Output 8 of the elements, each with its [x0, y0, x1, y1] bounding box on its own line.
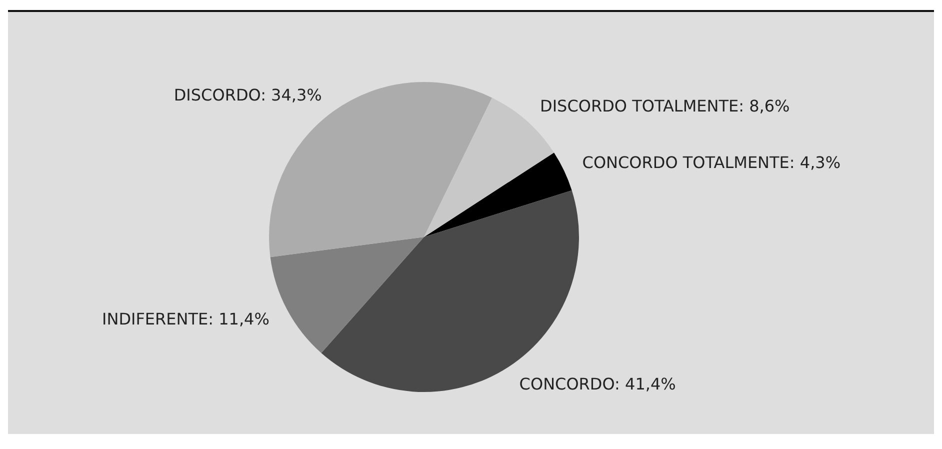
pie-slice	[269, 82, 492, 258]
slice-label: DISCORDO TOTALMENTE: 8,6%	[540, 96, 790, 116]
pie-slice	[270, 237, 424, 354]
slice-label: CONCORDO: 41,4%	[519, 374, 676, 394]
slice-label: INDIFERENTE: 11,4%	[102, 310, 270, 329]
slice-label: CONCORDO TOTALMENTE: 4,3%	[582, 152, 841, 172]
slice-label: DISCORDO: 34,3%	[174, 85, 322, 104]
pie-slice	[424, 152, 572, 237]
